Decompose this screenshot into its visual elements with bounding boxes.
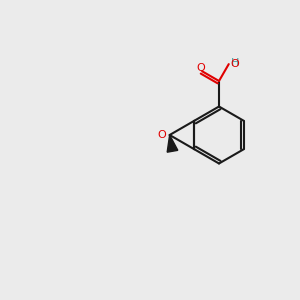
Text: H: H [231, 58, 239, 68]
Text: O: O [230, 59, 239, 69]
Polygon shape [167, 135, 178, 152]
Text: O: O [158, 130, 167, 140]
Text: O: O [196, 63, 205, 73]
